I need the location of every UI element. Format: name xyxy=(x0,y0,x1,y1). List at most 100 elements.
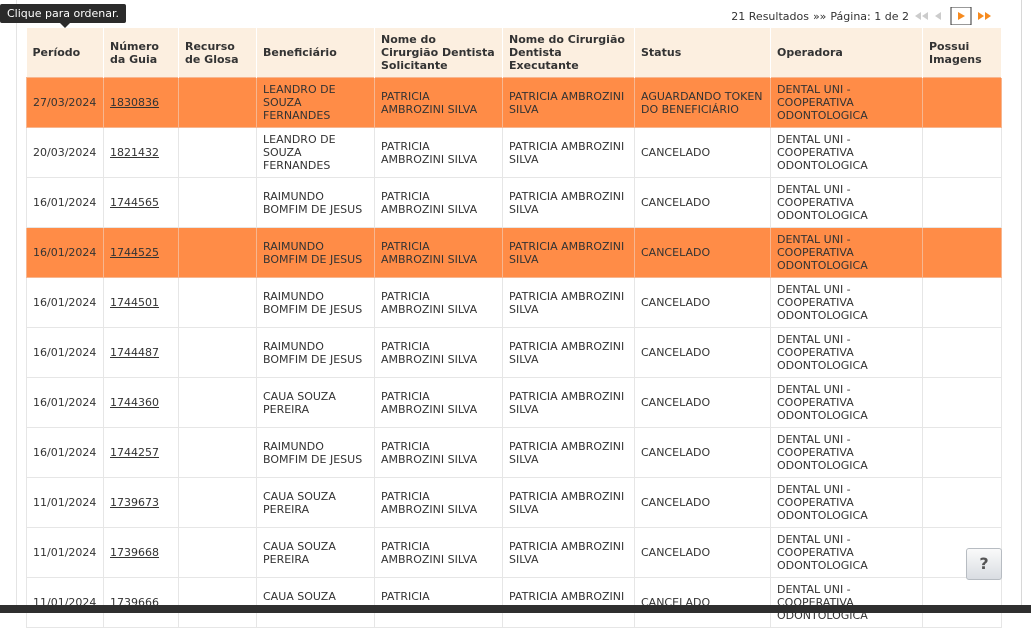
column-header[interactable]: Nome do Cirurgião Dentista Executante xyxy=(502,28,635,78)
cell: 1821432 xyxy=(103,127,179,178)
table-row[interactable]: 11/01/2024 1739668 CAUA SOUZA PEREIRA PATRI… xyxy=(26,527,1002,578)
guia-link[interactable]: 1744257 xyxy=(110,446,159,459)
cell: PATRICIA AMBROZINI SILVA xyxy=(502,177,635,228)
cell: DENTAL UNI - COOPERATIVA ODONTOLOGICA xyxy=(770,577,923,628)
cell: 16/01/2024 xyxy=(26,227,104,278)
column-header[interactable]: Recurso de Glosa xyxy=(178,28,257,78)
cell: CANCELADO xyxy=(634,477,771,528)
cell: RAIMUNDO BOMFIM DE JESUS xyxy=(256,277,375,328)
cell: PATRICIA AMBROZINI SILVA xyxy=(374,527,503,578)
cell: LEANDRO DE SOUZA FERNANDES xyxy=(256,77,375,128)
prev-page[interactable] xyxy=(935,12,941,20)
cell xyxy=(178,477,257,528)
tooltip: Clique para ordenar. xyxy=(0,4,127,28)
cell: 16/01/2024 xyxy=(26,427,104,478)
cell: RAIMUNDO BOMFIM DE JESUS xyxy=(256,177,375,228)
cell: 1744487 xyxy=(103,327,179,378)
column-header[interactable]: Operadora xyxy=(770,28,923,78)
guia-link[interactable]: 1744525 xyxy=(110,246,159,259)
cell: PATRICIA AMBROZINI SILVA xyxy=(502,377,635,428)
table-row[interactable]: 16/01/2024 1744525 RAIMUNDO BOMFIM DE JESU… xyxy=(26,227,1002,278)
table-row[interactable]: 20/03/2024 1821432 LEANDRO DE SOUZA FERNAN… xyxy=(26,127,1002,178)
cell: 27/03/2024 xyxy=(26,77,104,128)
last-page[interactable] xyxy=(978,12,991,20)
guia-link[interactable]: 1744565 xyxy=(110,196,159,209)
guia-link[interactable]: 1739668 xyxy=(110,546,159,559)
cell xyxy=(178,527,257,578)
cell xyxy=(178,227,257,278)
table-row[interactable]: 16/01/2024 1744565 RAIMUNDO BOMFIM DE JESU… xyxy=(26,177,1002,228)
help-button[interactable]: ? xyxy=(966,548,1002,580)
table-row[interactable]: 16/01/2024 1744360 CAUA SOUZA PEREIRA PATRI… xyxy=(26,377,1002,428)
first-page[interactable] xyxy=(915,12,928,20)
pagination: 21 Resultados »» Página: 1 de 2 xyxy=(731,7,997,25)
column-header[interactable]: Número da Guia xyxy=(103,28,179,78)
cell xyxy=(178,427,257,478)
cell: PATRICIA AMBROZINI SILVA xyxy=(502,527,635,578)
cell: PATRICIA AMBROZINI SILVA xyxy=(502,277,635,328)
cell: PATRICIA AMBROZINI SILVA xyxy=(374,377,503,428)
cell: PATRICIA AMBROZINI SILVA xyxy=(502,427,635,478)
cell: 1744525 xyxy=(103,227,179,278)
cell: DENTAL UNI - COOPERATIVA ODONTOLOGICA xyxy=(770,477,923,528)
cell: PATRICIA AMBROZINI SILVA xyxy=(374,227,503,278)
cell: RAIMUNDO BOMFIM DE JESUS xyxy=(256,227,375,278)
cell xyxy=(178,77,257,128)
cell: CANCELADO xyxy=(634,527,771,578)
cell: PATRICIA AMBROZINI SILVA xyxy=(502,77,635,128)
cell: PATRICIA AMBROZINI SILVA xyxy=(502,227,635,278)
cell: DENTAL UNI - COOPERATIVA ODONTOLOGICA xyxy=(770,77,923,128)
guia-link[interactable]: 1739673 xyxy=(110,496,159,509)
cell xyxy=(178,277,257,328)
cell: DENTAL UNI - COOPERATIVA ODONTOLOGICA xyxy=(770,327,923,378)
cell: DENTAL UNI - COOPERATIVA ODONTOLOGICA xyxy=(770,377,923,428)
cell: PATRICIA AMBROZINI SILVA xyxy=(502,577,635,628)
table-row[interactable]: 11/01/2024 1739673 CAUA SOUZA PEREIRA PATRI… xyxy=(26,477,1002,528)
cell: 1744565 xyxy=(103,177,179,228)
cell: AGUARDANDO TOKEN DO BENEFICIÁRIO xyxy=(634,77,771,128)
column-header[interactable]: Beneficiário xyxy=(256,28,375,78)
cell: PATRICIA AMBROZINI SILVA xyxy=(502,327,635,378)
cell: PATRICIA AMBROZINI SILVA xyxy=(374,127,503,178)
cell: DENTAL UNI - COOPERATIVA ODONTOLOGICA xyxy=(770,427,923,478)
cell: 16/01/2024 xyxy=(26,327,104,378)
guia-link[interactable]: 1744487 xyxy=(110,346,159,359)
guia-link[interactable]: 1830836 xyxy=(110,96,159,109)
cell: PATRICIA AMBROZINI SILVA xyxy=(374,77,503,128)
column-header[interactable]: Possui Imagens xyxy=(922,28,1002,78)
cell xyxy=(178,377,257,428)
cell xyxy=(922,77,1002,128)
table-row[interactable]: 16/01/2024 1744487 RAIMUNDO BOMFIM DE JESU… xyxy=(26,327,1002,378)
separator: »» xyxy=(812,9,827,23)
column-header[interactable]: Status xyxy=(634,28,771,78)
cell xyxy=(922,227,1002,278)
table-row[interactable]: 16/01/2024 1744501 RAIMUNDO BOMFIM DE JESU… xyxy=(26,277,1002,328)
cell: CAUA SOUZA PEREIRA xyxy=(256,527,375,578)
cell: CANCELADO xyxy=(634,377,771,428)
taskbar xyxy=(0,605,1031,613)
guia-link[interactable]: 1744501 xyxy=(110,296,159,309)
guia-link[interactable]: 1821432 xyxy=(110,146,159,159)
cell: 16/01/2024 xyxy=(26,377,104,428)
cell: CANCELADO xyxy=(634,127,771,178)
guia-link[interactable]: 1744360 xyxy=(110,396,159,409)
cell: CANCELADO xyxy=(634,177,771,228)
cell xyxy=(922,427,1002,478)
cell: PATRICIA AMBROZINI SILVA xyxy=(374,427,503,478)
cell: 1830836 xyxy=(103,77,179,128)
table-row[interactable]: 27/03/2024 1830836 LEANDRO DE SOUZA FERNAN… xyxy=(26,77,1002,128)
cell xyxy=(922,377,1002,428)
cell xyxy=(922,327,1002,378)
page-info: Página: 1 de 2 xyxy=(830,9,909,23)
results-count: 21 Resultados xyxy=(731,9,809,23)
column-header[interactable]: Nome do Cirurgião Dentista Solicitante xyxy=(374,28,503,78)
cell: DENTAL UNI - COOPERATIVA ODONTOLOGICA xyxy=(770,227,923,278)
table-row[interactable]: 16/01/2024 1744257 RAIMUNDO BOMFIM DE JESU… xyxy=(26,427,1002,478)
column-header[interactable]: Período xyxy=(26,28,104,78)
cell: 1744257 xyxy=(103,427,179,478)
cell: 1739673 xyxy=(103,477,179,528)
cell xyxy=(922,177,1002,228)
cell xyxy=(178,177,257,228)
